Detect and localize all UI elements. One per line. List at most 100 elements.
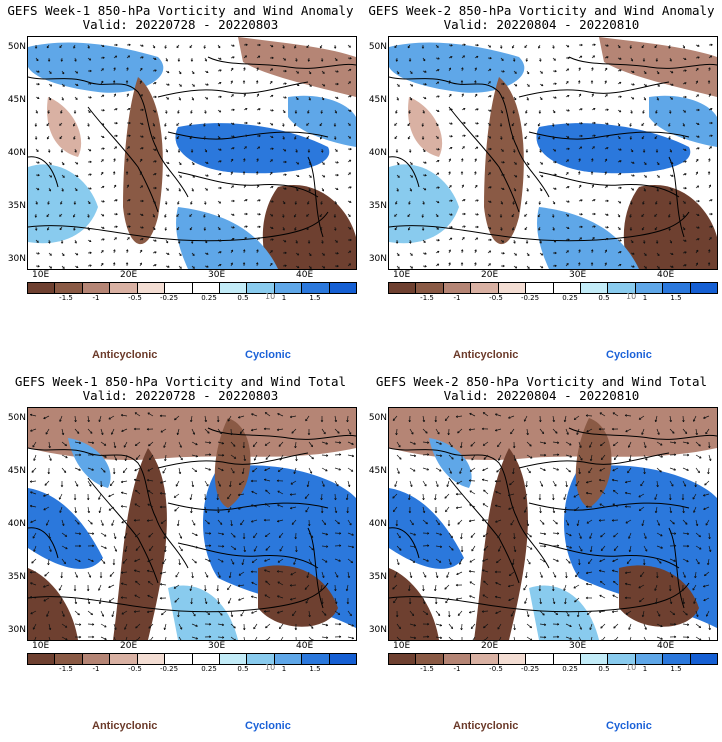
- wind-arrow: [100, 238, 105, 241]
- wind-arrow: [422, 532, 430, 535]
- wind-arrow: [87, 160, 92, 164]
- wind-arrow: [448, 249, 451, 254]
- wind-arrow: [253, 532, 258, 539]
- wind-arrow: [47, 226, 50, 231]
- wind-arrow: [708, 93, 711, 98]
- wind-arrow: [552, 441, 560, 444]
- wind-arrow: [242, 532, 246, 540]
- wind-arrow: [617, 122, 621, 127]
- wind-arrow: [253, 545, 258, 552]
- wind-arrow: [163, 441, 167, 448]
- wind-arrow: [237, 584, 245, 588]
- wind-arrow: [47, 200, 50, 205]
- wind-arrow: [513, 623, 516, 631]
- wind-arrow: [43, 584, 50, 588]
- vorticity-shading: [168, 585, 238, 640]
- wind-arrow: [600, 545, 606, 551]
- wind-arrow: [656, 519, 660, 526]
- wind-arrow: [394, 135, 398, 140]
- wind-arrow: [599, 594, 606, 599]
- coastline: [87, 477, 159, 584]
- wind-arrow: [217, 44, 221, 49]
- wind-arrow: [435, 226, 439, 230]
- wind-arrow: [669, 571, 674, 578]
- wind-arrow: [396, 265, 400, 269]
- wind-arrow: [321, 571, 325, 578]
- wind-arrow: [139, 56, 144, 59]
- lon-label: 30E: [569, 641, 587, 651]
- wind-arrow: [230, 428, 233, 436]
- wind-arrow: [87, 467, 94, 471]
- wind-arrow: [250, 479, 258, 483]
- wind-arrow: [74, 428, 80, 434]
- wind-arrow: [60, 480, 64, 488]
- wind-arrow: [613, 532, 619, 538]
- wind-arrow: [643, 467, 646, 475]
- wind-arrow: [624, 414, 632, 417]
- wind-arrow: [334, 200, 337, 205]
- wind-arrow: [448, 623, 454, 630]
- wind-arrow: [191, 571, 194, 579]
- lon-label: 10E: [393, 641, 411, 651]
- wind-arrow: [29, 570, 37, 574]
- wind-arrow: [74, 161, 79, 165]
- wind-arrow: [435, 467, 442, 472]
- wind-arrow: [276, 519, 284, 523]
- wind-arrow: [242, 441, 246, 449]
- colorbar-swatch: [247, 654, 275, 664]
- wind-arrow: [159, 505, 167, 509]
- wind-arrow: [578, 545, 583, 552]
- colorbar-swatch: [553, 283, 581, 293]
- wind-arrow: [598, 610, 606, 613]
- wind-arrow: [238, 506, 245, 510]
- wind-arrow: [695, 519, 699, 527]
- colorbar-swatch: [28, 283, 56, 293]
- wind-arrow: [100, 519, 104, 526]
- wind-arrow: [617, 226, 621, 230]
- vorticity-shading: [389, 488, 464, 569]
- wind-arrow: [626, 558, 632, 564]
- wind-arrow: [321, 454, 329, 457]
- wind-arrow: [682, 544, 690, 548]
- colorbar-swatch: [608, 654, 636, 664]
- wind-arrow: [628, 532, 632, 539]
- colorbar-label: 0.25: [201, 665, 217, 673]
- wind-arrow: [146, 519, 154, 522]
- wind-arrow: [643, 441, 647, 448]
- wind-arrow: [48, 96, 52, 101]
- wind-arrow: [320, 109, 323, 114]
- wind-arrow: [599, 503, 606, 508]
- wind-arrow: [34, 636, 37, 640]
- wind-arrow: [306, 480, 310, 488]
- wind-arrow: [422, 265, 427, 268]
- wind-arrow: [456, 571, 463, 576]
- wind-arrow: [396, 441, 401, 448]
- wind-arrow: [152, 95, 157, 99]
- wind-arrow: [435, 213, 439, 218]
- wind-arrow: [346, 597, 350, 605]
- wind-arrow: [539, 467, 546, 471]
- wind-arrow: [243, 134, 248, 137]
- wind-arrow: [321, 187, 325, 192]
- wind-arrow: [565, 467, 571, 473]
- wind-arrow: [217, 480, 221, 487]
- wind-arrow: [293, 213, 297, 218]
- wind-arrow: [177, 57, 181, 62]
- wind-arrow: [630, 109, 633, 114]
- wind-arrow: [656, 636, 663, 640]
- wind-arrow: [656, 252, 660, 257]
- wind-arrow: [216, 493, 220, 501]
- wind-arrow: [565, 186, 570, 189]
- wind-arrow: [617, 239, 622, 242]
- colorbar-swatch: [471, 283, 499, 293]
- coastline: [448, 106, 520, 213]
- wind-arrow: [539, 480, 544, 487]
- wind-arrow: [604, 108, 609, 112]
- wind-arrow: [455, 506, 463, 510]
- wind-arrow: [190, 239, 194, 244]
- lat-label: 35N: [368, 201, 387, 211]
- wind-arrow: [295, 636, 297, 640]
- coastline: [389, 76, 550, 198]
- wind-arrow: [617, 263, 622, 267]
- wind-arrow: [204, 148, 208, 153]
